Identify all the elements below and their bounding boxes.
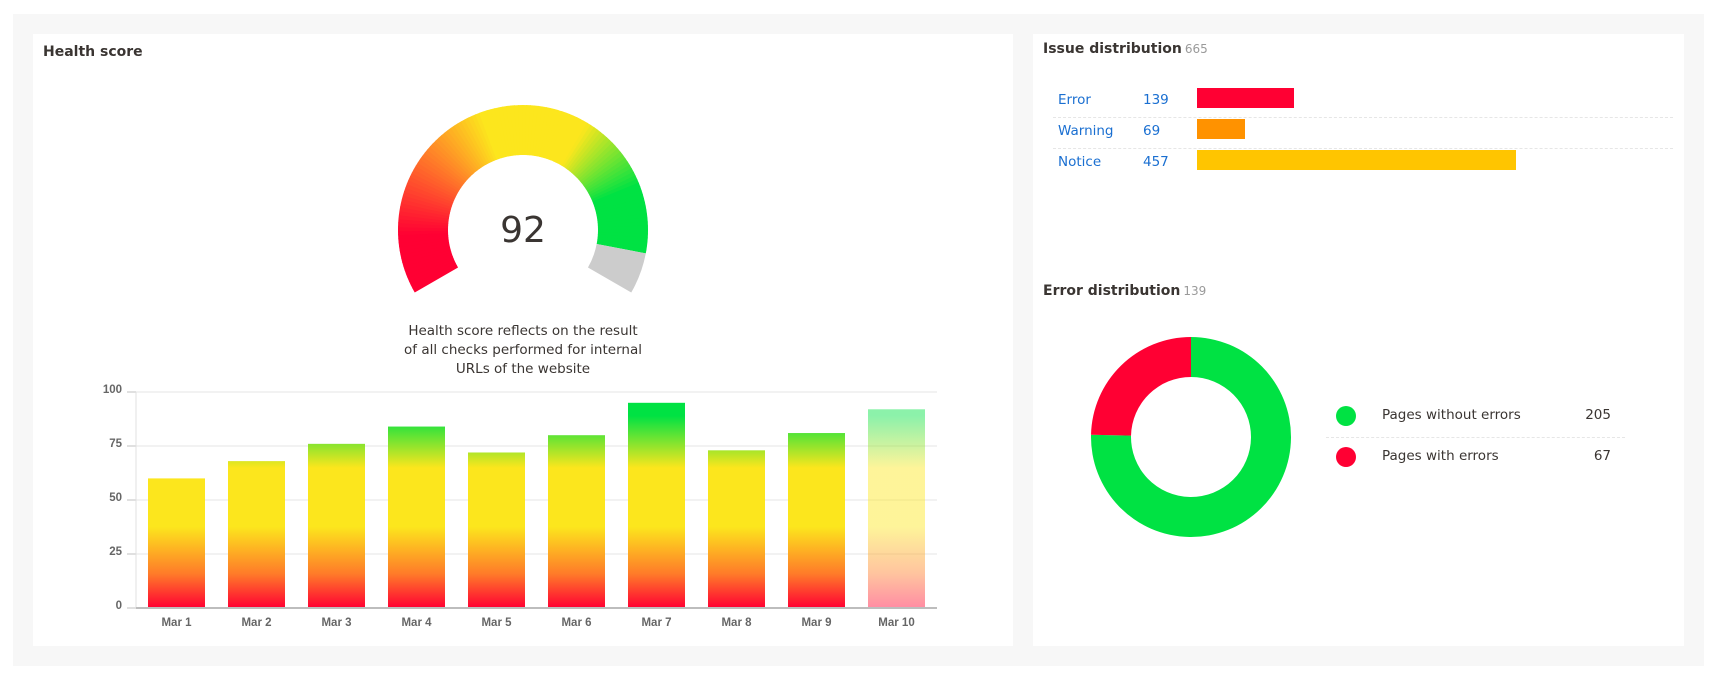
issue-error-count[interactable]: 139 bbox=[1143, 92, 1169, 108]
legend-label: Pages without errors bbox=[1382, 407, 1521, 423]
history-bar-10[interactable] bbox=[868, 409, 925, 608]
health-score-caption: Health score reflects on the result of a… bbox=[404, 323, 642, 377]
history-bar-6[interactable] bbox=[548, 435, 605, 608]
health-score-card: Health score 92 Health score reflects on… bbox=[33, 34, 1013, 646]
history-bar-4[interactable] bbox=[388, 426, 445, 608]
issue-distribution-label: Issue distribution bbox=[1043, 41, 1182, 57]
y-tick-label: 50 bbox=[109, 492, 122, 504]
issue-error-link[interactable]: Error bbox=[1058, 92, 1091, 108]
legend-label: Pages with errors bbox=[1382, 448, 1499, 464]
y-tick-label: 100 bbox=[102, 384, 122, 396]
issue-notice-link[interactable]: Notice bbox=[1058, 154, 1102, 170]
history-bar-1[interactable] bbox=[148, 478, 205, 608]
x-tick-label: Mar 3 bbox=[321, 617, 352, 629]
issue-row-notice[interactable]: Notice 457 bbox=[1053, 148, 1673, 179]
health-score-title: Health score bbox=[43, 44, 143, 60]
legend-value: 67 bbox=[1593, 448, 1611, 464]
legend-value: 205 bbox=[1585, 407, 1611, 423]
donut-slice-1[interactable] bbox=[1091, 337, 1291, 537]
issue-error-bar[interactable] bbox=[1197, 88, 1294, 108]
history-bar-5[interactable] bbox=[468, 452, 525, 608]
history-bar-3[interactable] bbox=[308, 443, 365, 608]
x-tick-label: Mar 9 bbox=[801, 617, 832, 629]
distribution-card: Issue distribution 665 Error 139 Warning … bbox=[1033, 34, 1684, 646]
issue-notice-count[interactable]: 457 bbox=[1143, 154, 1169, 170]
issue-distribution-total: 665 bbox=[1184, 42, 1208, 56]
history-bar-2[interactable] bbox=[228, 461, 285, 608]
issue-row-warning[interactable]: Warning 69 bbox=[1053, 117, 1673, 149]
issue-notice-bar[interactable] bbox=[1197, 150, 1516, 170]
x-tick-label: Mar 4 bbox=[401, 617, 432, 629]
x-tick-label: Mar 8 bbox=[721, 617, 752, 629]
x-tick-label: Mar 2 bbox=[241, 617, 272, 629]
history-bar-8[interactable] bbox=[708, 450, 765, 608]
y-tick-label: 75 bbox=[109, 438, 122, 450]
error-distribution-label: Error distribution bbox=[1043, 283, 1181, 299]
x-tick-label: Mar 10 bbox=[878, 617, 915, 629]
error-distribution-title: Error distribution 139 bbox=[1043, 283, 1206, 299]
error-distribution-total: 139 bbox=[1183, 284, 1207, 298]
issue-distribution-title: Issue distribution 665 bbox=[1043, 41, 1208, 57]
history-bar-9[interactable] bbox=[788, 433, 845, 608]
red-dot-icon bbox=[1336, 447, 1356, 467]
green-dot-icon bbox=[1336, 406, 1356, 426]
x-tick-label: Mar 1 bbox=[161, 617, 192, 629]
x-tick-label: Mar 5 bbox=[481, 617, 512, 629]
health-score-history-chart bbox=[127, 391, 937, 609]
issue-warning-bar[interactable] bbox=[1197, 119, 1245, 139]
donut-slice-2[interactable] bbox=[1091, 337, 1191, 436]
legend-pages-with-errors[interactable]: Pages with errors 67 bbox=[1326, 437, 1625, 478]
history-bar-7[interactable] bbox=[628, 402, 685, 608]
legend-pages-without-errors[interactable]: Pages without errors 205 bbox=[1326, 396, 1625, 438]
x-tick-label: Mar 6 bbox=[561, 617, 592, 629]
y-tick-label: 25 bbox=[109, 546, 122, 558]
issue-warning-link[interactable]: Warning bbox=[1058, 123, 1114, 139]
health-score-value: 92 bbox=[500, 210, 546, 251]
health-score-gauge bbox=[398, 105, 648, 293]
y-tick-label: 0 bbox=[115, 600, 122, 612]
issue-row-error[interactable]: Error 139 bbox=[1053, 86, 1673, 118]
error-distribution-donut[interactable] bbox=[1033, 34, 1684, 646]
x-tick-label: Mar 7 bbox=[641, 617, 672, 629]
issue-warning-count[interactable]: 69 bbox=[1143, 123, 1161, 139]
